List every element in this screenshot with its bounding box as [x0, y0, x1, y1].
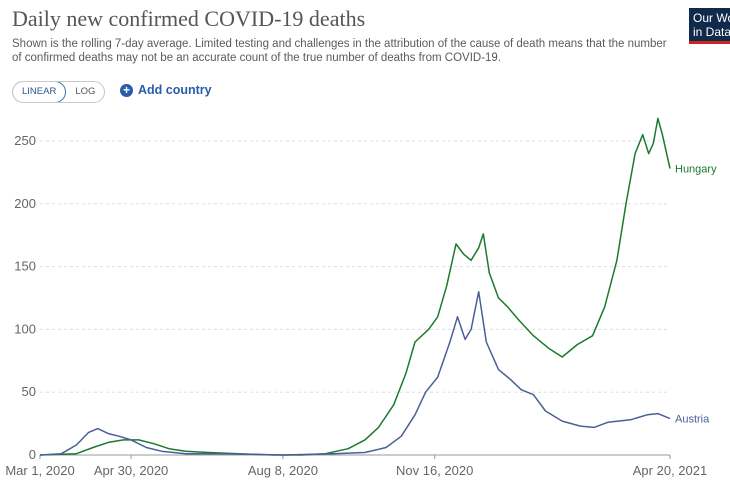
- add-country-label: Add country: [138, 83, 212, 97]
- series-line-austria: [39, 290, 671, 456]
- chart-subtitle: Shown is the rolling 7-day average. Limi…: [12, 38, 667, 64]
- log-scale-button[interactable]: LOG: [75, 86, 96, 97]
- series-line-hungary: [39, 117, 671, 456]
- y-tick-label: 50: [22, 384, 36, 399]
- x-tick-label: Apr 30, 2020: [94, 463, 168, 478]
- y-tick-label: 100: [14, 321, 36, 336]
- y-tick-label: 0: [29, 447, 36, 462]
- linear-scale-button[interactable]: LINEAR: [13, 82, 67, 102]
- x-tick-label: Aug 8, 2020: [248, 463, 318, 478]
- add-country-button[interactable]: + Add country: [120, 83, 212, 97]
- y-tick-label: 150: [14, 259, 36, 274]
- x-tick-label: Mar 1, 2020: [5, 463, 74, 478]
- plus-circle-icon: +: [120, 83, 133, 97]
- logo-line-1: Our World: [693, 11, 730, 25]
- x-tick-label: Nov 16, 2020: [396, 463, 473, 478]
- y-tick-label: 200: [14, 196, 36, 211]
- chart-title: Daily new confirmed COVID-19 deaths: [12, 6, 366, 31]
- x-tick-label: Apr 20, 2021: [633, 463, 707, 478]
- logo-accent-bar: [689, 41, 730, 44]
- y-tick-label: 250: [14, 133, 36, 148]
- series-label-hungary: Hungary: [675, 164, 717, 176]
- series-label-austria: Austria: [675, 414, 710, 426]
- logo-line-2: in Data: [693, 25, 730, 39]
- scale-toggle: LINEAR LOG: [12, 81, 106, 103]
- owid-logo[interactable]: Our World in Data: [689, 8, 730, 44]
